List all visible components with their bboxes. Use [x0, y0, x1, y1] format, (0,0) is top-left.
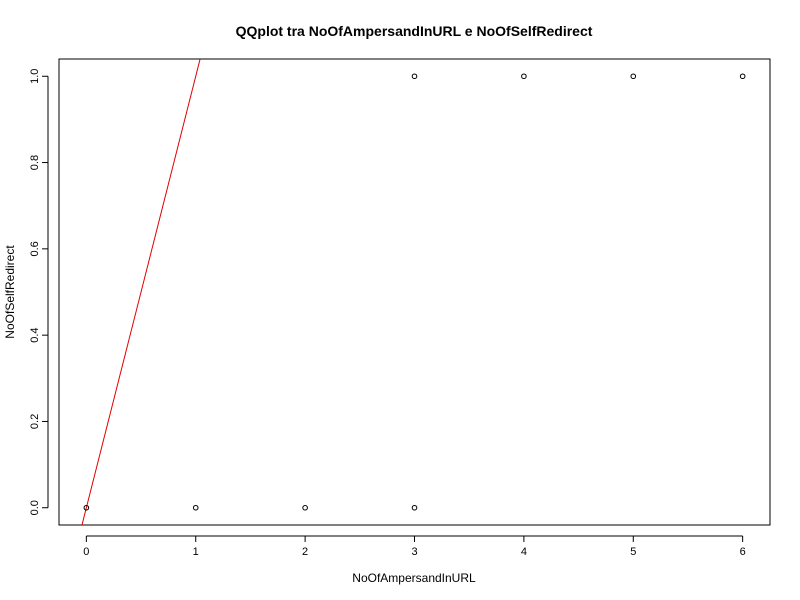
plot-content	[81, 59, 746, 525]
x-tick-label: 6	[740, 546, 746, 558]
data-point	[83, 504, 90, 511]
y-tick-label: 0.2	[29, 414, 41, 429]
data-point	[630, 73, 637, 80]
x-tick-label: 0	[83, 546, 89, 558]
plot-area-border	[58, 58, 771, 526]
y-tick-label: 0.6	[29, 241, 41, 256]
y-tick-label: 0.0	[29, 500, 41, 515]
x-tick-label: 2	[302, 546, 308, 558]
chart-title: QQplot tra NoOfAmpersandInURL e NoOfSelf…	[236, 23, 593, 39]
y-tick-label: 0.4	[29, 327, 41, 342]
x-axis: 0 1 2 3 4 5 6	[83, 535, 746, 558]
x-tick-label: 4	[521, 546, 527, 558]
data-point	[302, 504, 308, 511]
data-point	[192, 504, 199, 511]
x-tick-label: 5	[630, 546, 636, 558]
qq-reference-line	[81, 59, 201, 525]
y-tick-label: 0.8	[29, 155, 41, 170]
data-point	[411, 504, 418, 511]
y-tick-label: 1.0	[29, 69, 41, 84]
y-axis: 0.0 0.2 0.4 0.6 0.8 1.0	[29, 69, 49, 515]
x-axis-label: NoOfAmpersandInURL	[352, 571, 476, 585]
x-tick-label: 1	[193, 546, 199, 558]
data-point	[521, 73, 527, 80]
data-point	[739, 73, 746, 80]
y-axis-label: NoOfSelfRedirect	[3, 245, 17, 339]
x-tick-label: 3	[411, 546, 417, 558]
data-point	[411, 73, 418, 80]
